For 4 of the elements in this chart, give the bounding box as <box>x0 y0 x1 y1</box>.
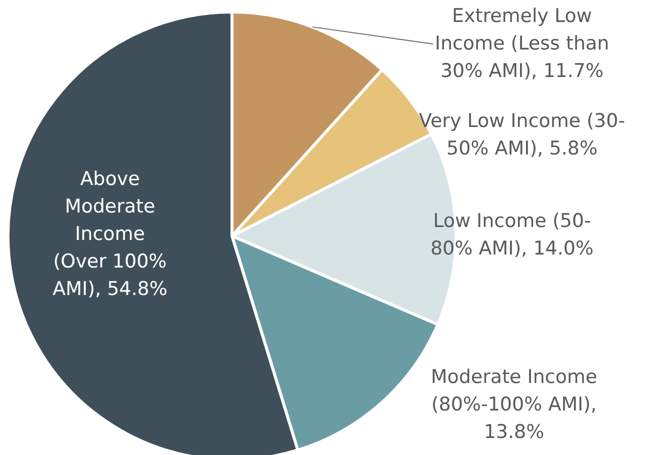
slice-label: Moderate Income (80%-100% AMI), 13.8% <box>430 366 598 443</box>
slice-label: Extremely Low Income (Less than 30% AMI), 11.7% <box>434 5 610 82</box>
slice-label: Low Income (50-80% AMI), 14.0% <box>430 210 594 260</box>
slice-label: Above Moderate Income (Over 100% AMI), 54.8% <box>52 168 168 300</box>
